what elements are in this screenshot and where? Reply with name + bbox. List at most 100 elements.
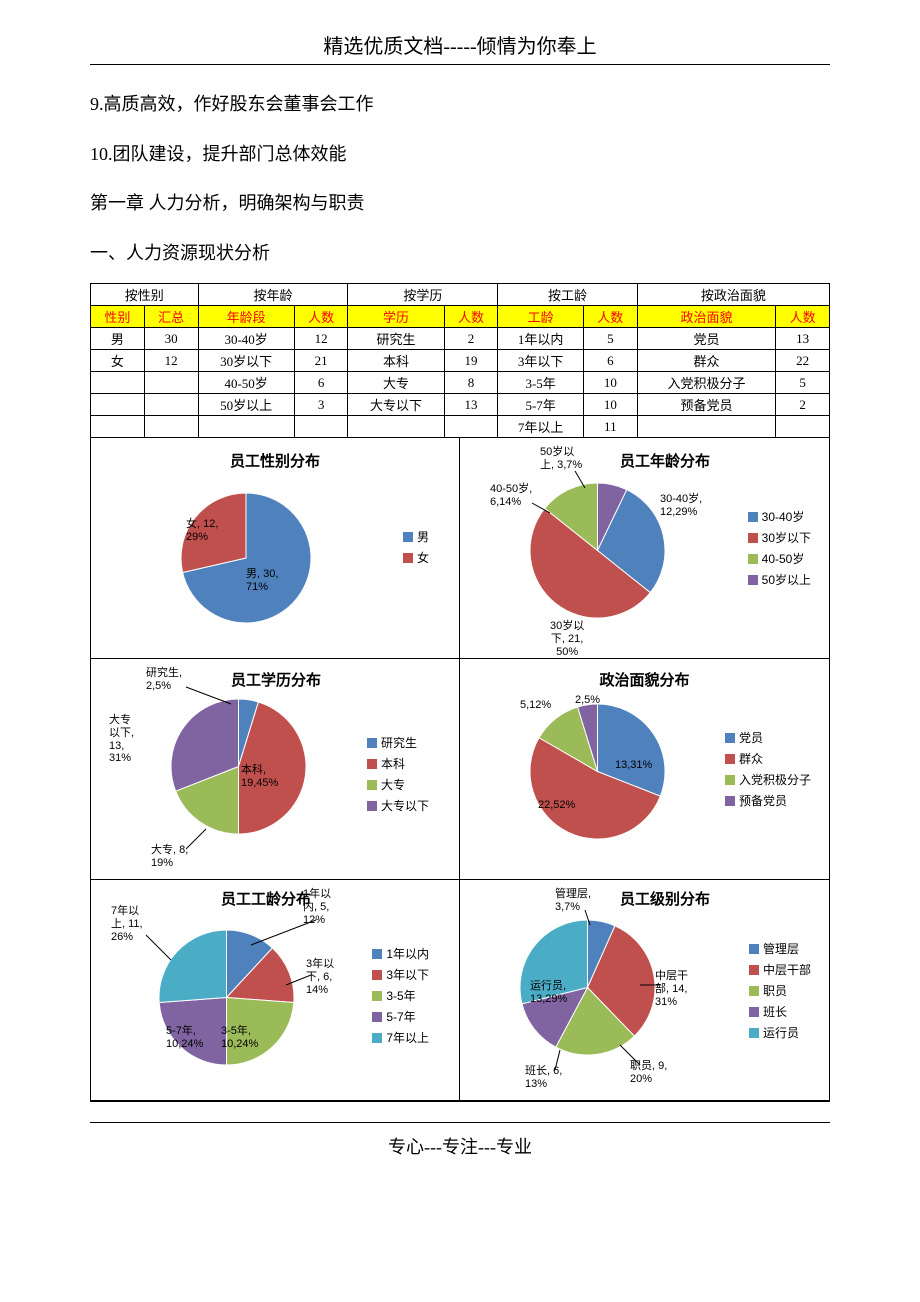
table-cell: 本科 <box>348 350 444 372</box>
table-cell: 6 <box>294 372 348 394</box>
table-row: 男3030-40岁12研究生21年以内5党员13 <box>91 328 830 350</box>
group-edu: 按学历 <box>348 284 498 306</box>
legend: 男女 <box>403 528 429 570</box>
table-cell: 12 <box>294 328 348 350</box>
header-rule <box>90 64 830 65</box>
data-label: 3-5年,10,24% <box>221 1025 258 1050</box>
legend-item: 入党积极分子 <box>725 771 811 788</box>
table-cell: 13 <box>444 394 498 416</box>
legend-item: 1年以内 <box>372 945 429 962</box>
legend-item: 运行员 <box>749 1024 811 1041</box>
table-cell: 22 <box>776 350 830 372</box>
chart-title: 员工年龄分布 <box>620 450 710 471</box>
chart-politics: 政治面貌分布党员群众入党积极分子预备党员13,31%22,52%5,12%2,5… <box>460 659 829 880</box>
group-age: 按年龄 <box>198 284 348 306</box>
group-tenure: 按工龄 <box>498 284 637 306</box>
data-label: 5,12% <box>520 699 551 712</box>
table-cell: 6 <box>583 350 637 372</box>
table-cell <box>348 416 444 438</box>
chart-title: 员工工龄分布 <box>221 888 311 909</box>
legend-item: 30-40岁 <box>748 508 811 525</box>
legend-item: 研究生 <box>367 734 429 751</box>
legend-item: 职员 <box>749 982 811 999</box>
pie <box>171 699 306 839</box>
table-cell: 12 <box>144 350 198 372</box>
chart-level: 员工级别分布管理层中层干部职员班长运行员管理层,3,7%中层干部, 14,31%… <box>460 880 829 1101</box>
table-cell: 女 <box>91 350 145 372</box>
table-cell: 大专以下 <box>348 394 444 416</box>
table-cell: 大专 <box>348 372 444 394</box>
table-cell <box>637 416 775 438</box>
page-header: 精选优质文档-----倾情为你奉上 <box>90 30 830 59</box>
data-label: 班长, 6,13% <box>525 1065 562 1090</box>
table-cell: 2 <box>444 328 498 350</box>
th: 人数 <box>444 306 498 328</box>
data-label: 大专, 8,19% <box>151 844 188 869</box>
data-label: 中层干部, 14,31% <box>655 970 688 1008</box>
legend-item: 3-5年 <box>372 987 429 1004</box>
table-cell <box>91 372 145 394</box>
table-cell: 10 <box>583 394 637 416</box>
data-label: 13,31% <box>615 759 652 772</box>
data-label: 本科,19,45% <box>241 764 278 789</box>
table-cell <box>444 416 498 438</box>
legend-item: 预备党员 <box>725 792 811 809</box>
table-cell: 1年以内 <box>498 328 584 350</box>
chart-gender: 员工性别分布男女男, 30,71%女, 12,29% <box>91 438 460 659</box>
table-cell <box>294 416 348 438</box>
legend-item: 班长 <box>749 1003 811 1020</box>
page-footer: 专心---专注---专业 <box>90 1133 830 1159</box>
chart-tenure: 员工工龄分布1年以内3年以下3-5年5-7年7年以上1年以内, 5,12%3年以… <box>91 880 460 1101</box>
legend-label: 运行员 <box>763 1024 799 1041</box>
legend: 党员群众入党积极分子预备党员 <box>725 729 811 813</box>
legend: 管理层中层干部职员班长运行员 <box>749 940 811 1045</box>
table-cell: 3-5年 <box>498 372 584 394</box>
legend-label: 入党积极分子 <box>739 771 811 788</box>
legend-label: 预备党员 <box>739 792 787 809</box>
table-cell <box>91 416 145 438</box>
legend-item: 大专 <box>367 776 429 793</box>
table-cell: 5-7年 <box>498 394 584 416</box>
table-cell: 19 <box>444 350 498 372</box>
legend-label: 班长 <box>763 1003 787 1020</box>
legend-item: 50岁以上 <box>748 571 811 588</box>
legend-item: 40-50岁 <box>748 550 811 567</box>
table-cell: 群众 <box>637 350 775 372</box>
charts-grid: 员工性别分布男女男, 30,71%女, 12,29% 员工年龄分布30-40岁3… <box>90 438 830 1102</box>
chart-title: 员工性别分布 <box>91 450 459 471</box>
chart-title: 员工级别分布 <box>620 888 710 909</box>
table-row: 7年以上11 <box>91 416 830 438</box>
legend-label: 5-7年 <box>386 1008 415 1025</box>
section-title: 一、人力资源现状分析 <box>90 234 830 274</box>
table-cell: 21 <box>294 350 348 372</box>
legend-item: 30岁以下 <box>748 529 811 546</box>
legend-item: 大专以下 <box>367 797 429 814</box>
table-cell: 10 <box>583 372 637 394</box>
chart-edu: 员工学历分布研究生本科大专大专以下研究生,2,5%本科,19,45%大专, 8,… <box>91 659 460 880</box>
th: 政治面貌 <box>637 306 775 328</box>
pie <box>530 704 665 844</box>
table-cell <box>91 394 145 416</box>
data-label: 40-50岁,6,14% <box>490 483 532 508</box>
data-label: 运行员,13,29% <box>530 980 567 1005</box>
chart-title: 员工学历分布 <box>231 669 321 690</box>
data-label: 1年以内, 5,12% <box>303 888 331 926</box>
th: 人数 <box>776 306 830 328</box>
chart-age: 员工年龄分布 30-40岁 30岁以下 40-50岁 50岁以上 50岁以上, 3,7% 4… <box>460 438 829 659</box>
table-cell: 13 <box>776 328 830 350</box>
chapter-title: 第一章 人力分析，明确架构与职责 <box>90 184 830 224</box>
table-cell <box>144 372 198 394</box>
data-label: 50岁以上, 3,7% <box>540 446 582 471</box>
legend-label: 管理层 <box>763 940 799 957</box>
data-label: 女, 12,29% <box>186 518 218 543</box>
data-label: 2,5% <box>575 694 600 707</box>
table-cell: 5 <box>583 328 637 350</box>
legend-label: 中层干部 <box>763 961 811 978</box>
legend: 研究生本科大专大专以下 <box>367 734 429 818</box>
legend-item: 7年以上 <box>372 1029 429 1046</box>
legend-item: 管理层 <box>749 940 811 957</box>
legend-label: 群众 <box>739 750 763 767</box>
header-sep: ----- <box>443 36 476 58</box>
data-label: 职员, 9,20% <box>630 1060 667 1085</box>
header-left: 精选优质文档 <box>323 36 443 58</box>
